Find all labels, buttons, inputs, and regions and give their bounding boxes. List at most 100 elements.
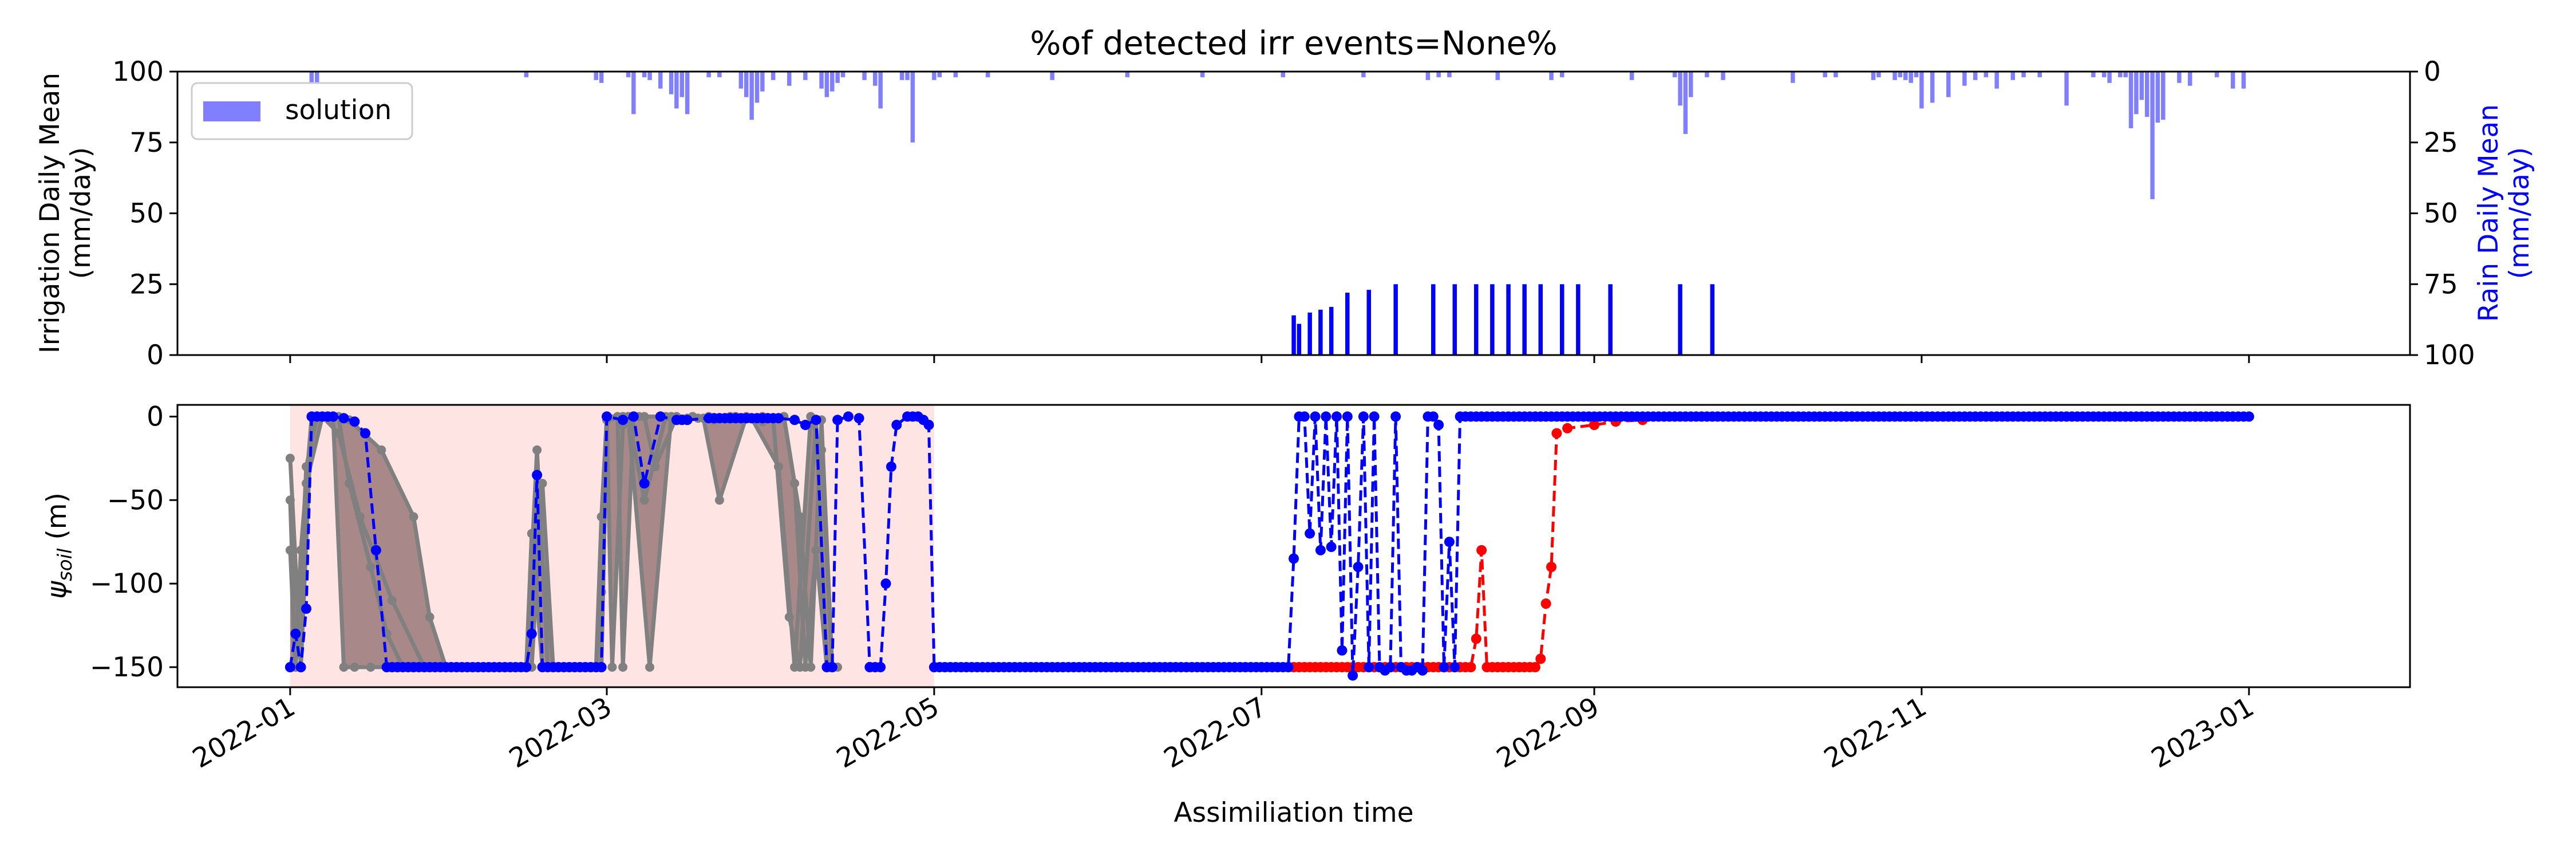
- rain-bar: [1909, 72, 1913, 83]
- analysis-point: [1428, 411, 1439, 422]
- rain-bar: [771, 72, 776, 80]
- analysis-point: [526, 628, 537, 639]
- irrigation-rain-panel: %of detected irr events=None% 0 25 50 75 100…: [34, 25, 2535, 371]
- top-y2-tick-label: 50: [2424, 198, 2458, 230]
- rain-bar: [309, 72, 314, 83]
- truth-point: [1465, 662, 1476, 672]
- rain-bar: [2187, 72, 2192, 86]
- analysis-point: [349, 416, 360, 427]
- rain-bar: [524, 72, 529, 77]
- rain-bar: [1876, 72, 1881, 77]
- rain-bar: [1549, 72, 1554, 80]
- analysis-point: [773, 413, 784, 424]
- ensemble-member-point: [618, 663, 628, 672]
- rain-bar: [1689, 72, 1693, 97]
- analysis-point: [1321, 411, 1332, 422]
- ensemble-member-point: [795, 512, 805, 522]
- rain-bar: [1705, 72, 1709, 77]
- rain-bar: [1672, 72, 1677, 77]
- rain-bar: [2230, 72, 2235, 89]
- rain-bar: [749, 72, 754, 120]
- rain-bar: [669, 72, 674, 94]
- bottom-y-tick-label: 0: [147, 401, 164, 432]
- irrigation-bar: [1329, 306, 1334, 355]
- irrigation-bar: [1522, 284, 1527, 356]
- rain-bar: [835, 72, 840, 83]
- ensemble-member-point: [388, 596, 397, 605]
- analysis-point: [1283, 662, 1294, 672]
- irrigation-bar: [1560, 284, 1564, 356]
- analysis-point: [639, 478, 650, 489]
- ensemble-member-point: [366, 562, 376, 572]
- rain-bar: [953, 72, 958, 77]
- truth-point: [1562, 423, 1573, 434]
- rain-bar: [679, 72, 684, 97]
- ensemble-member-point: [714, 495, 724, 505]
- analysis-point: [1342, 411, 1353, 422]
- rain-bar: [1436, 72, 1441, 77]
- ensemble-member-point: [607, 663, 617, 672]
- analysis-point: [1385, 662, 1396, 672]
- irrigation-bar: [1474, 284, 1479, 356]
- truth-point: [1471, 633, 1481, 644]
- ensemble-member-point: [285, 545, 295, 555]
- rain-bar: [626, 72, 631, 77]
- analysis-point: [1417, 665, 1428, 676]
- analysis-point: [360, 428, 371, 439]
- analysis-point: [655, 411, 666, 422]
- rain-bar: [1823, 72, 1827, 77]
- rain-bar: [873, 72, 878, 86]
- ensemble-member-point: [538, 479, 547, 488]
- rain-bar: [1050, 72, 1054, 80]
- rain-bar: [1560, 72, 1564, 77]
- analysis-point: [1353, 562, 1364, 572]
- legend-label-solution: solution: [285, 94, 392, 126]
- analysis-point: [628, 411, 639, 422]
- rain-bar: [2101, 72, 2107, 77]
- irrigation-bar: [1608, 284, 1613, 356]
- analysis-point: [370, 545, 381, 555]
- analysis-point: [521, 662, 532, 672]
- top-y-tick-label: 50: [129, 198, 164, 230]
- rain-bar: [1898, 72, 1903, 77]
- rain-bar: [1721, 72, 1725, 80]
- analysis-point: [886, 461, 896, 472]
- rain-bar: [937, 72, 942, 77]
- rain-bar: [706, 72, 711, 77]
- analysis-point: [1315, 545, 1326, 555]
- top-y2-tick-label: 100: [2424, 340, 2475, 371]
- rain-bar: [1946, 72, 1951, 97]
- rain-bar: [824, 72, 829, 97]
- bottom-y-tick-label: −150: [90, 652, 164, 683]
- rain-bar: [830, 72, 835, 92]
- ensemble-member-point: [339, 663, 349, 672]
- top-chart-title: %of detected irr events=None%: [1030, 25, 1557, 62]
- rain-bar: [2144, 72, 2150, 117]
- rain-bar: [2150, 72, 2155, 199]
- rain-bar: [1629, 72, 1634, 80]
- rain-bar: [2091, 72, 2096, 77]
- analysis-point: [290, 628, 301, 639]
- rain-bar: [819, 72, 824, 89]
- analysis-point: [811, 415, 821, 425]
- top-y-tick-label: 0: [147, 340, 164, 371]
- top-right-y-axis-label: Rain Daily Mean(mm/day): [2473, 104, 2535, 322]
- analysis-point: [832, 415, 843, 425]
- rain-bar: [932, 72, 937, 80]
- rain-bar: [1914, 72, 1919, 77]
- rain-bar: [1834, 72, 1838, 77]
- rain-bar: [878, 72, 883, 109]
- analysis-point: [1444, 537, 1455, 547]
- irrigation-bar: [1345, 293, 1350, 355]
- rain-bar: [2107, 72, 2112, 83]
- rain-bar: [754, 72, 760, 103]
- legend-box: [191, 82, 413, 140]
- ensemble-member-point: [302, 462, 311, 471]
- rain-bar: [2241, 72, 2246, 89]
- ensemble-member-point: [645, 663, 654, 672]
- ensemble-member-point: [377, 445, 386, 455]
- ensemble-member-point: [350, 663, 359, 672]
- top-y-tick-label: 25: [129, 269, 164, 300]
- analysis-point: [596, 662, 607, 672]
- analysis-point: [891, 420, 902, 430]
